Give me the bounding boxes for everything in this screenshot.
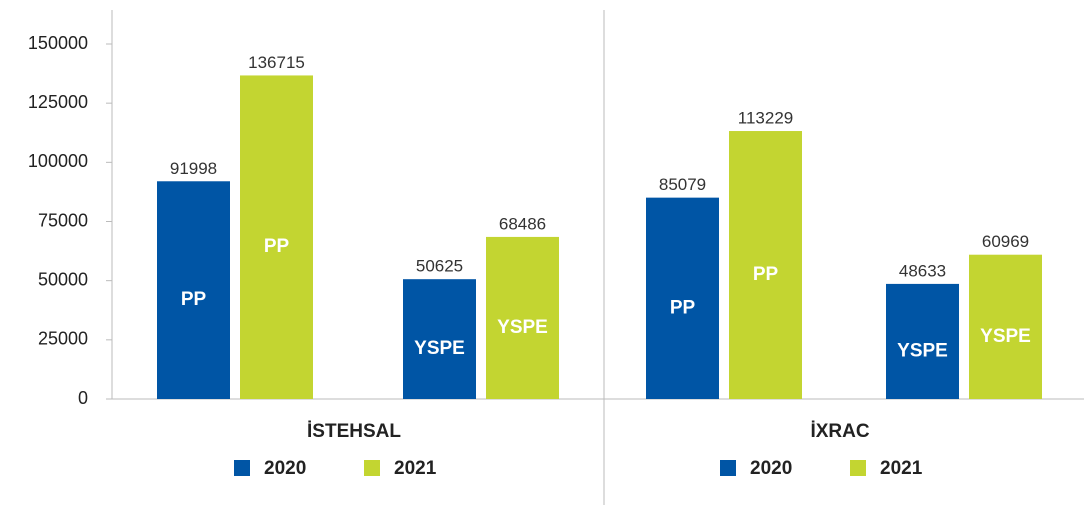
bar bbox=[157, 181, 230, 399]
y-tick-label: 25000 bbox=[38, 329, 88, 349]
legend-swatch bbox=[234, 460, 250, 476]
bar bbox=[886, 283, 959, 399]
y-tick-label: 125000 bbox=[28, 92, 88, 112]
bar-category-label: YSPE bbox=[897, 340, 948, 361]
value-label: 50625 bbox=[416, 257, 463, 276]
bar-category-label: YSPE bbox=[414, 338, 465, 359]
value-label: 48633 bbox=[899, 261, 946, 280]
bar-category-label: YSPE bbox=[980, 326, 1031, 347]
bar bbox=[486, 236, 559, 399]
legend-swatch bbox=[720, 460, 736, 476]
panel-title: İXRAC bbox=[810, 421, 869, 442]
bar bbox=[729, 131, 802, 399]
y-tick-label: 50000 bbox=[38, 269, 88, 289]
bar bbox=[240, 75, 313, 400]
bar-category-label: YSPE bbox=[497, 317, 548, 338]
bar bbox=[646, 197, 719, 399]
y-tick-label: 100000 bbox=[28, 151, 88, 171]
legend-label: 2021 bbox=[394, 458, 437, 479]
y-tick-label: 75000 bbox=[38, 210, 88, 230]
legend-swatch bbox=[364, 460, 380, 476]
bar bbox=[403, 279, 476, 399]
legend-label: 2020 bbox=[750, 458, 792, 479]
legend-swatch bbox=[850, 460, 866, 476]
panel-title: İSTEHSAL bbox=[307, 421, 401, 442]
value-label: 60969 bbox=[982, 232, 1029, 251]
bar-category-label: PP bbox=[670, 297, 696, 318]
value-label: 91998 bbox=[170, 159, 217, 178]
legend-label: 2021 bbox=[880, 458, 923, 479]
bar-category-label: PP bbox=[181, 289, 207, 310]
value-label: 68486 bbox=[499, 214, 546, 233]
value-label: 136715 bbox=[248, 53, 305, 72]
value-label: 85079 bbox=[659, 175, 706, 194]
bar-category-label: PP bbox=[264, 236, 290, 257]
bar bbox=[969, 254, 1042, 399]
y-tick-label: 0 bbox=[78, 388, 88, 408]
y-tick-label: 150000 bbox=[28, 33, 88, 53]
bar-category-label: PP bbox=[753, 264, 779, 285]
value-label: 113229 bbox=[738, 109, 793, 128]
legend-label: 2020 bbox=[264, 458, 306, 479]
